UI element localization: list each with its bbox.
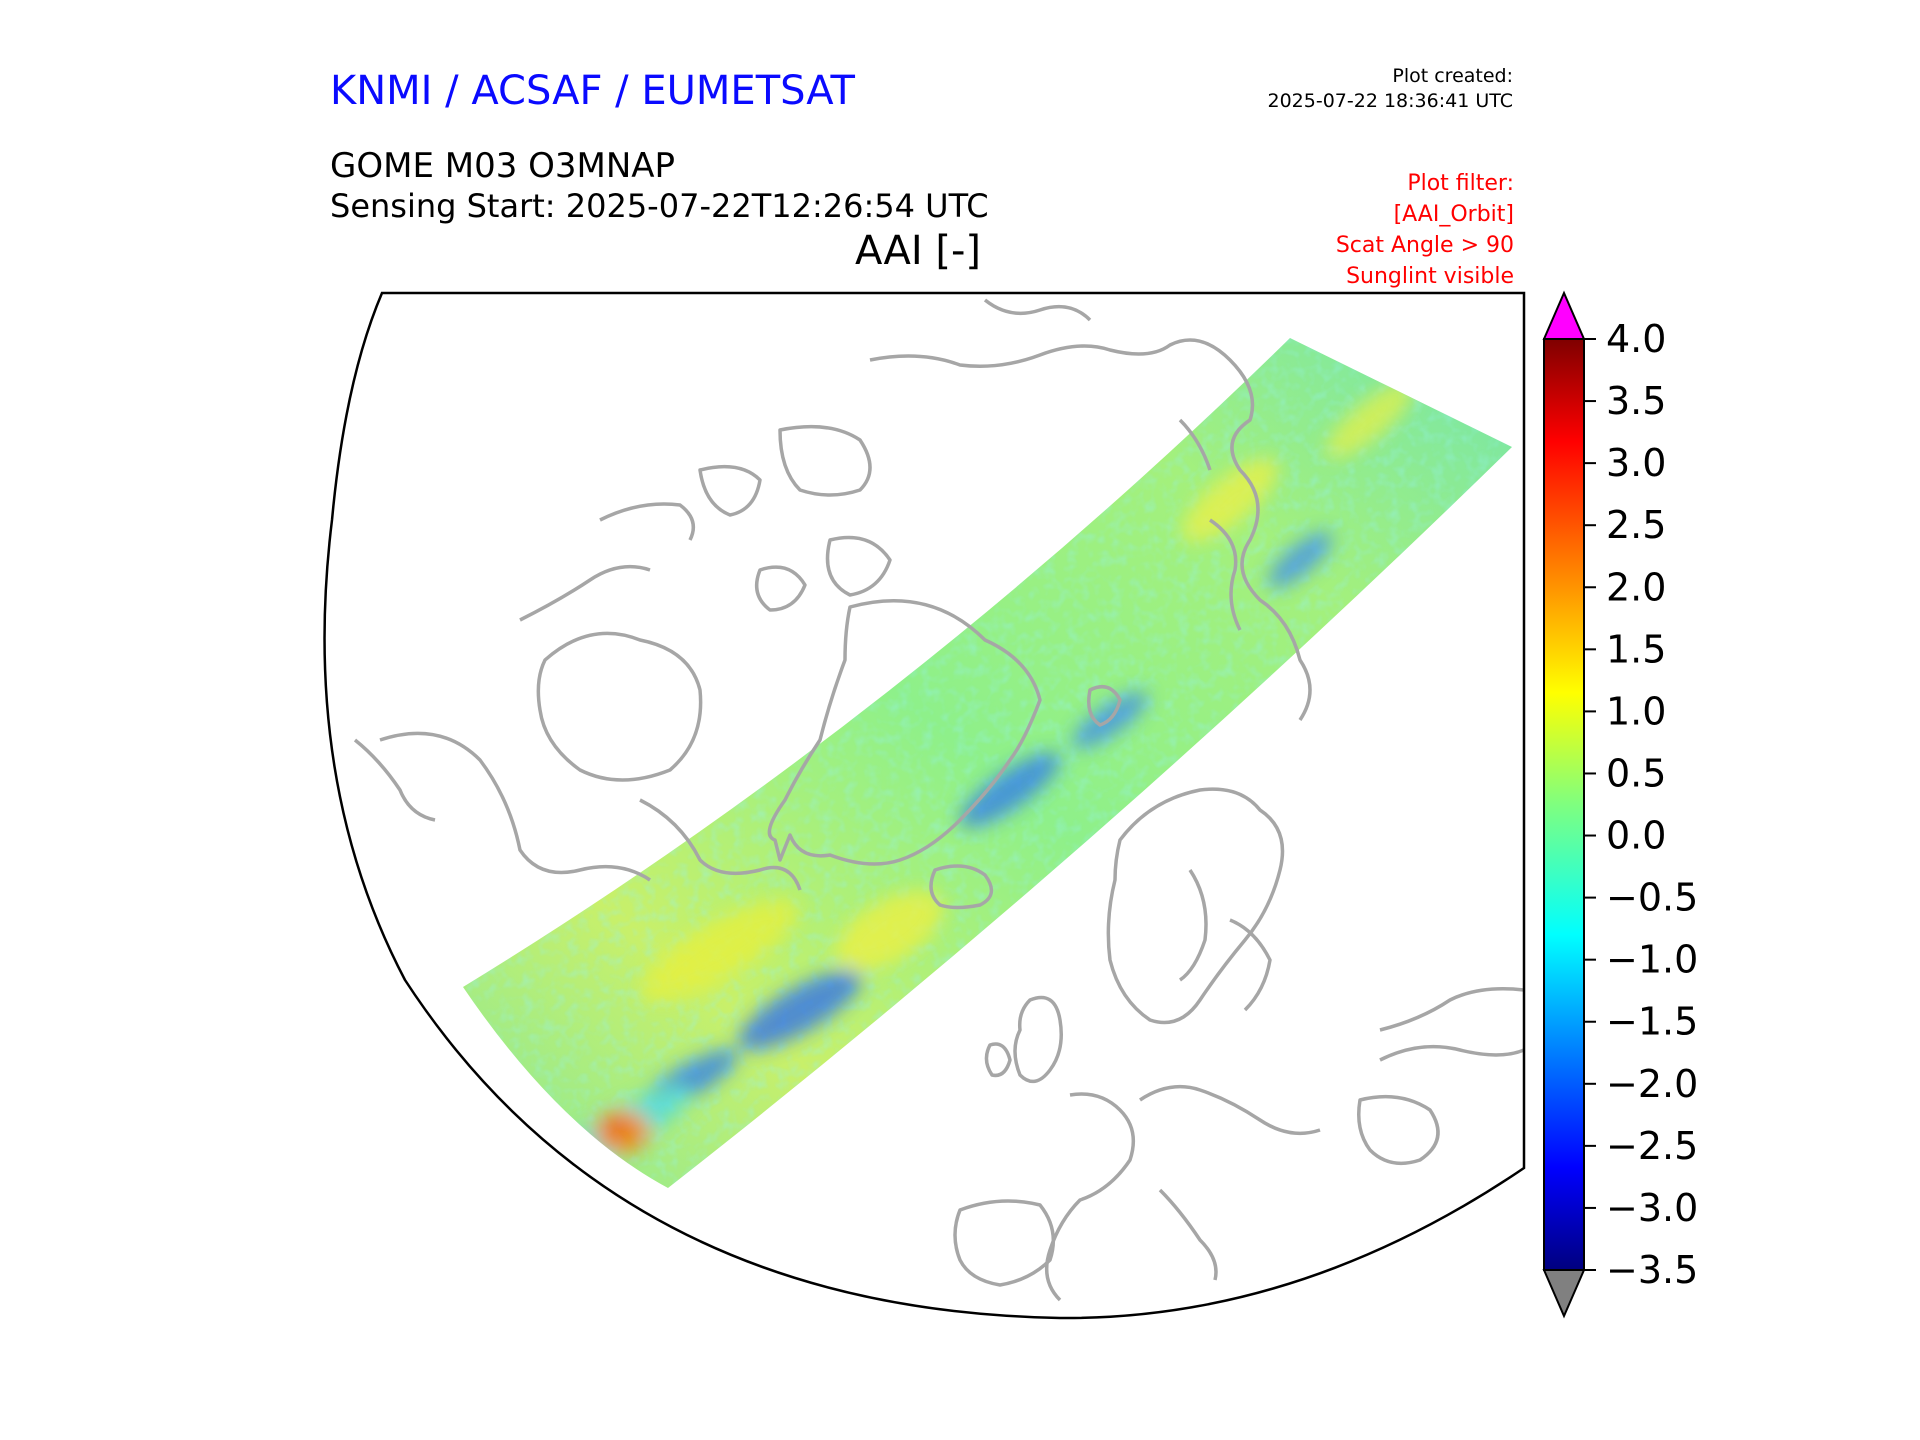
variable-title: AAI [-] [855, 228, 981, 274]
colorbar-tick-label: −0.5 [1606, 876, 1698, 920]
colorbar-tick-label: 1.0 [1606, 689, 1666, 733]
colorbar-tick-label: 3.5 [1606, 379, 1666, 423]
filter-line: Plot filter: [1407, 171, 1514, 196]
colorbar-tick-label: −1.0 [1606, 938, 1698, 982]
colorbar-tick-label: −1.5 [1606, 1000, 1698, 1044]
colorbar-tick-label: 3.0 [1606, 441, 1666, 485]
colorbar-tick-label: −3.0 [1606, 1186, 1698, 1230]
filter-line: Sunglint visible [1346, 264, 1514, 289]
colorbar-under-triangle [1542, 1269, 1586, 1319]
map-boundary [323, 291, 1526, 1320]
plot-created-label: Plot created: [1392, 65, 1513, 87]
sensing-start: Sensing Start: 2025-07-22T12:26:54 UTC [330, 187, 989, 225]
product-title: GOME M03 O3MNAP [330, 146, 676, 186]
aai-swath [463, 338, 1512, 1188]
colorbar-tick-label: −2.5 [1606, 1124, 1698, 1168]
plot-created-info: Plot created: 2025-07-22 18:36:41 UTC [1268, 64, 1514, 114]
colorbar-tick-label: 1.5 [1606, 627, 1666, 671]
filter-line: Scat Angle > 90 [1335, 233, 1514, 258]
colorbar-tick-label: −3.5 [1606, 1248, 1698, 1292]
map-area [353, 298, 1525, 1302]
colorbar-tick-label: 0.5 [1606, 751, 1666, 795]
org-title: KNMI / ACSAF / EUMETSAT [330, 68, 855, 114]
colorbar: 4.0 3.5 3.0 2.5 2.0 1.5 1.0 0.5 0.0 −0.5 −1.0 −1.5 −… [1542, 290, 1698, 1319]
colorbar-gradient [1543, 338, 1585, 1271]
colorbar-tick-label: 0.0 [1606, 814, 1666, 858]
coastlines [353, 298, 1525, 1302]
colorbar-tick-label: 4.0 [1606, 317, 1666, 361]
colorbar-ticks: 4.0 3.5 3.0 2.5 2.0 1.5 1.0 0.5 0.0 −0.5 −1.0 −1.5 −… [1584, 317, 1698, 1292]
colorbar-tick-label: −2.0 [1606, 1062, 1698, 1106]
colorbar-tick-label: 2.5 [1606, 503, 1666, 547]
plot-filter: Plot filter: [AAI_Orbit] Scat Angle > 90… [1336, 168, 1514, 292]
colorbar-tick-label: 2.0 [1606, 565, 1666, 609]
filter-line: [AAI_Orbit] [1393, 202, 1514, 227]
plot-created-time: 2025-07-22 18:36:41 UTC [1267, 90, 1514, 112]
colorbar-over-triangle [1542, 290, 1586, 340]
